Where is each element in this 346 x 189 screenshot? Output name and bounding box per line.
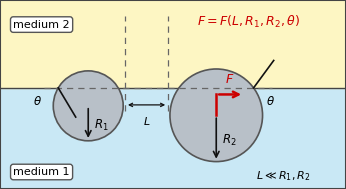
Text: $L \ll R_1, R_2$: $L \ll R_1, R_2$ xyxy=(256,169,311,183)
Text: $\theta$: $\theta$ xyxy=(266,95,275,108)
Bar xyxy=(0,88,346,189)
Text: $F$: $F$ xyxy=(226,73,235,86)
Circle shape xyxy=(53,71,123,141)
Circle shape xyxy=(170,69,263,162)
Text: $R_2$: $R_2$ xyxy=(222,133,237,148)
Text: $L$: $L$ xyxy=(143,115,150,127)
Text: medium 1: medium 1 xyxy=(13,167,70,177)
Text: $R_1$: $R_1$ xyxy=(94,118,109,133)
Text: medium 2: medium 2 xyxy=(13,20,70,29)
Text: $F = F(L, R_1, R_2, \theta)$: $F = F(L, R_1, R_2, \theta)$ xyxy=(197,14,301,30)
Text: $\theta$: $\theta$ xyxy=(33,95,42,108)
Bar xyxy=(0,0,346,88)
